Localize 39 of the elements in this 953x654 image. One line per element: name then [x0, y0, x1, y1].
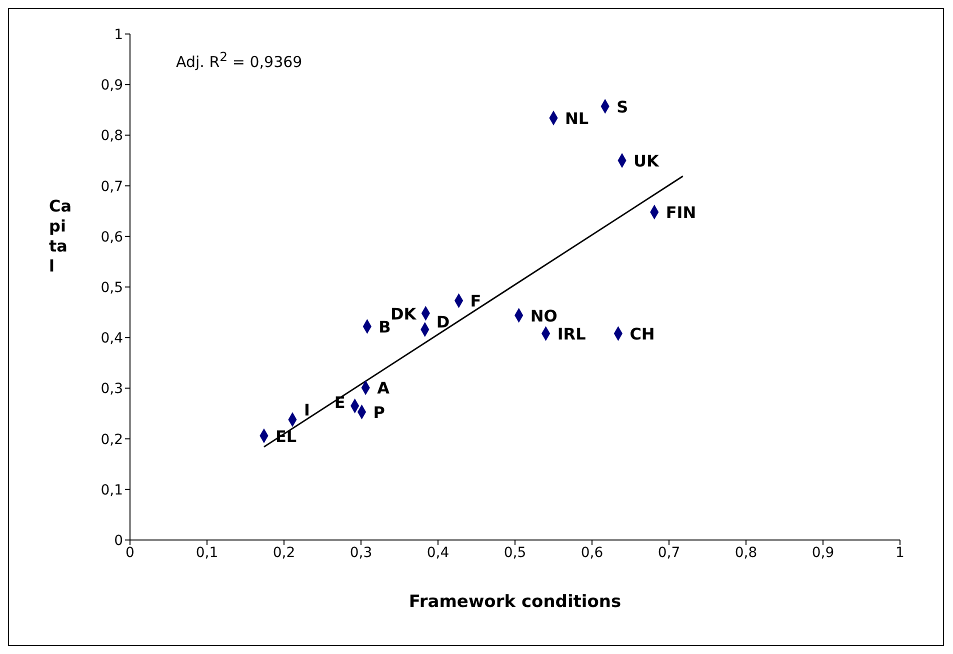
y-tick-label: 1: [114, 26, 123, 43]
x-tick-label: 0,6: [580, 544, 604, 561]
y-tick-label: 0,6: [100, 229, 124, 246]
series-label: NL: [565, 108, 589, 128]
y-tick-label: 0,1: [100, 482, 123, 498]
y-tick-label: 0,3: [100, 381, 123, 398]
series-label: F: [470, 292, 482, 311]
x-tick-label: 0: [126, 544, 134, 561]
x-tick-label: 0,8: [734, 544, 758, 561]
x-tick-label: 1: [896, 544, 904, 561]
x-tick-label: 0,7: [658, 544, 680, 561]
series-label: S: [616, 97, 628, 116]
series-label: UK: [634, 152, 660, 170]
y-tick-label: 0,8: [100, 128, 123, 144]
x-tick-label: 0,1: [196, 544, 218, 561]
y-tick-label: 0,4: [100, 330, 124, 347]
series-label: IRL: [557, 324, 586, 344]
y-tick-label: 0: [114, 532, 123, 549]
x-tick-label: 0,4: [426, 544, 450, 561]
series-label: DK: [390, 304, 417, 324]
series-label: D: [436, 312, 450, 332]
series-label: B: [378, 317, 391, 336]
x-tick-label: 0,3: [350, 544, 372, 561]
y-tick-label: 0,9: [100, 78, 123, 94]
y-axis-title: Capital: [49, 196, 72, 276]
series-label: A: [377, 378, 390, 398]
series-label: FIN: [666, 203, 696, 222]
y-tick-label: 0,7: [100, 178, 123, 195]
series-label: NO: [530, 306, 558, 326]
x-tick-label: 0,5: [504, 544, 526, 561]
x-tick-label: 0,2: [272, 544, 296, 561]
x-tick-label: 0,9: [812, 544, 834, 561]
y-tick-label: 0,5: [100, 280, 123, 296]
annotation: Adj. R$^{2}$ = 0,9369: [176, 49, 302, 71]
y-tick-label: 0,2: [100, 432, 123, 448]
series-label: CH: [630, 324, 655, 344]
series-label: P: [373, 402, 386, 422]
series-label: I: [304, 400, 310, 420]
x-axis-title: Framework conditions: [408, 592, 622, 612]
